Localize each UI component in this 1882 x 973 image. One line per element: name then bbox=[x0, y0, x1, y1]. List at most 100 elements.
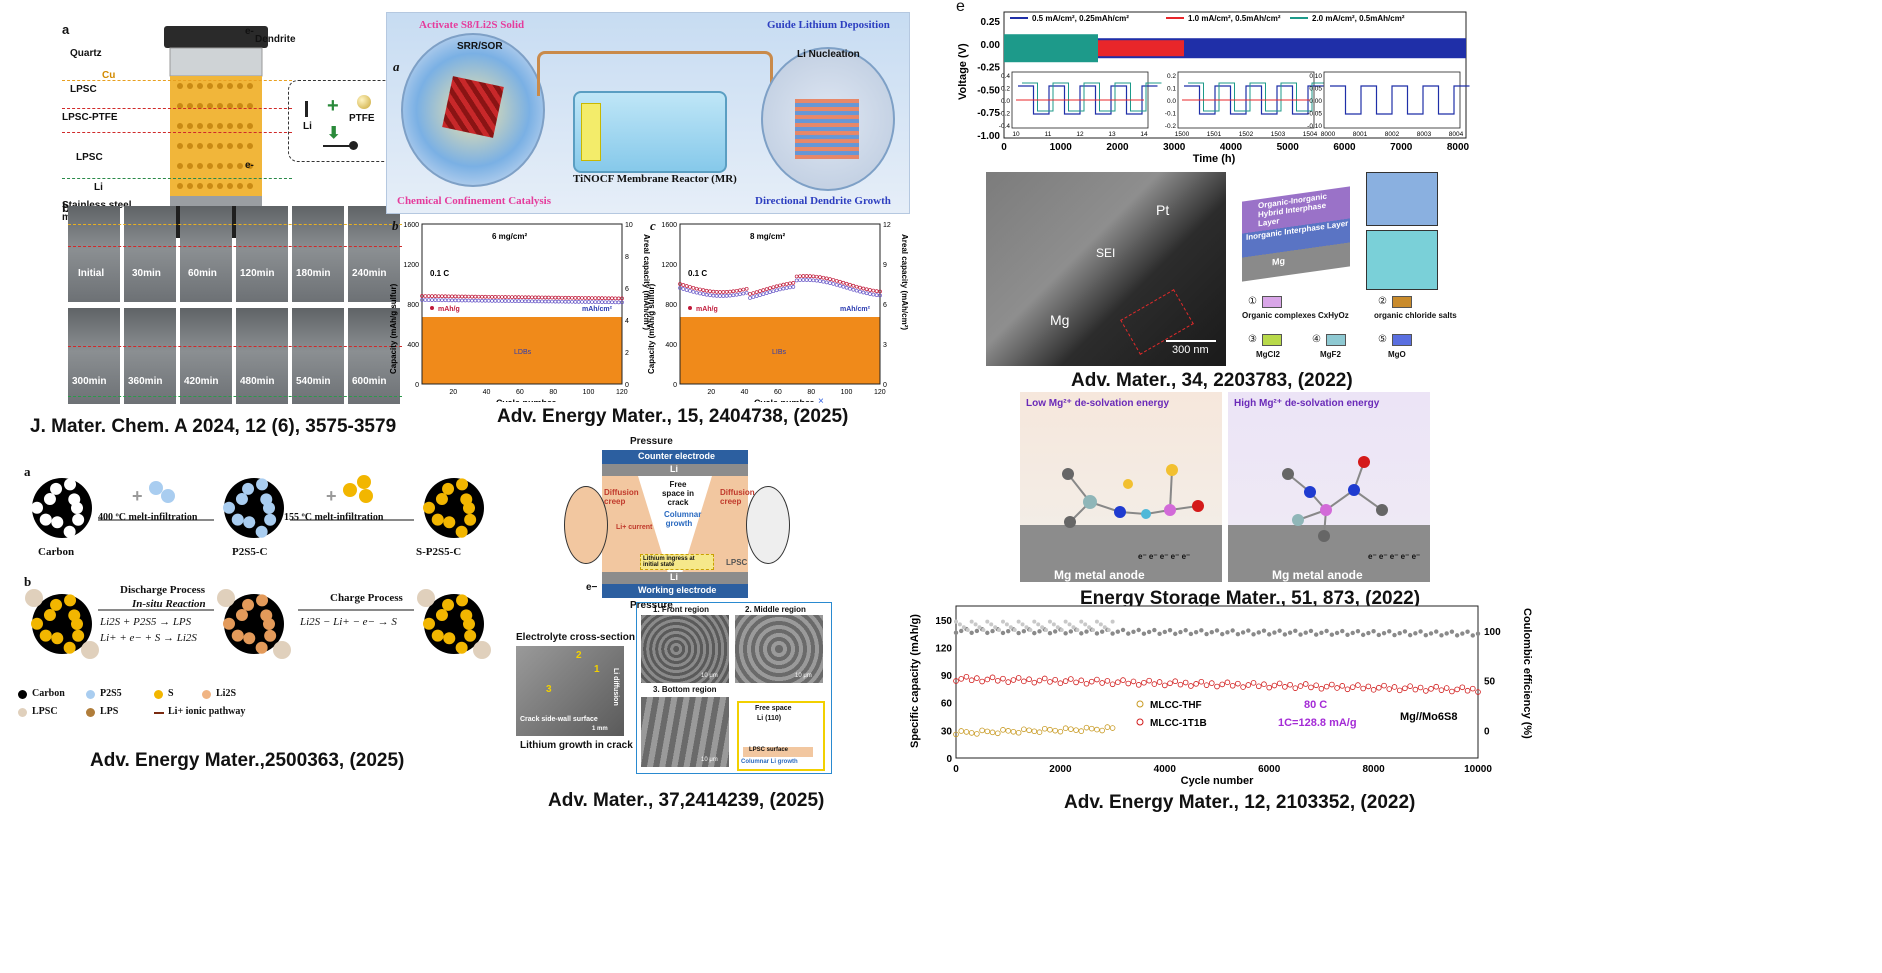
plot-frame bbox=[679, 223, 881, 385]
particle-grain bbox=[235, 609, 248, 622]
carbon-label: Carbon bbox=[38, 546, 75, 558]
capacity-point-1t1b bbox=[1360, 685, 1366, 692]
particle-grain bbox=[464, 513, 477, 526]
panel-3-figure: e 0.25 0.00 -0.25 -0.50 -0.75 -1.00 0 1000 2000 3… bbox=[952, 0, 1482, 175]
tem-image: Pt SEI Mg 300 nm bbox=[986, 172, 1226, 366]
capacity-point bbox=[808, 274, 812, 278]
y-tick-label: 1200 bbox=[661, 262, 677, 269]
capacity-point bbox=[781, 282, 786, 287]
capacity-point-1t1b bbox=[1245, 682, 1252, 688]
legend-thf: MLCC-THF bbox=[1150, 700, 1202, 711]
particle-grain bbox=[456, 594, 469, 607]
inset-x-tick: 8002 bbox=[1385, 131, 1400, 138]
areal-point bbox=[734, 292, 739, 297]
ce-point bbox=[1261, 628, 1267, 633]
capacity-point-thf bbox=[1010, 728, 1017, 735]
capacity-point-thf bbox=[1041, 725, 1048, 732]
capacity-point-1t1b bbox=[1172, 678, 1179, 685]
legend-swatch bbox=[1392, 334, 1412, 346]
circuit-wire bbox=[537, 51, 773, 96]
legend-number: ② bbox=[1378, 296, 1387, 307]
ce-point-thf bbox=[1110, 619, 1115, 624]
time-tile: 180min bbox=[292, 206, 344, 302]
particle-grain bbox=[31, 501, 44, 514]
pressure-top-label: Pressure bbox=[630, 436, 673, 447]
capacity-point-1t1b bbox=[1177, 681, 1184, 688]
legend-text: LPSC bbox=[32, 706, 58, 717]
areal-point bbox=[526, 299, 531, 304]
x-tick-label: 2000 bbox=[1106, 142, 1129, 153]
capacity-point bbox=[704, 288, 709, 293]
capacity-point-thf bbox=[979, 727, 985, 734]
inset-y-tick: -0.4 bbox=[999, 123, 1011, 130]
capacity-point bbox=[751, 291, 756, 295]
inset-y-tick: -0.2 bbox=[1165, 123, 1177, 130]
capacity-point-1t1b bbox=[1141, 679, 1147, 686]
time-label: 60min bbox=[188, 268, 217, 279]
areal-point bbox=[788, 285, 792, 290]
free-space-label: Free space in crack bbox=[661, 480, 694, 507]
areal-point bbox=[838, 283, 842, 288]
capacity-point-1t1b bbox=[1282, 684, 1288, 690]
capacity-point bbox=[606, 296, 611, 301]
particle-grain bbox=[51, 516, 64, 529]
free-space-2-label: Free space bbox=[755, 705, 792, 712]
legend-dot bbox=[154, 690, 163, 699]
ce-point-thf bbox=[1087, 625, 1092, 630]
x-tick-label: 0 bbox=[953, 764, 959, 775]
capacity-point-1t1b bbox=[1078, 677, 1085, 684]
ce-point bbox=[1324, 628, 1329, 634]
x-axis-label: Cycle number bbox=[1181, 775, 1254, 787]
capacity-point-thf bbox=[989, 729, 996, 736]
capacity-point bbox=[874, 289, 879, 293]
capacity-point-1t1b bbox=[1422, 688, 1429, 694]
capacity-point bbox=[794, 274, 799, 279]
panel-5-figure: Pressure Counter electrode Li Free space… bbox=[512, 432, 832, 782]
ce-point-thf bbox=[1040, 625, 1045, 630]
capacity-point bbox=[758, 289, 762, 293]
ce-point bbox=[1303, 630, 1308, 635]
capacity-point-thf bbox=[1036, 729, 1043, 736]
y-right-tick-label: 12 bbox=[883, 222, 891, 229]
ce-point-thf bbox=[977, 625, 982, 630]
areal-point bbox=[593, 300, 598, 304]
capacity-point-1t1b bbox=[963, 673, 970, 680]
li-ptfe-ball-icon bbox=[349, 141, 358, 150]
x-tick-label: 60 bbox=[516, 389, 524, 396]
rate-label: 0.1 C bbox=[430, 269, 449, 278]
areal-point bbox=[784, 286, 789, 290]
capacity-point bbox=[566, 295, 571, 300]
ce-point bbox=[959, 628, 964, 634]
inset-x-tick: 10 bbox=[1012, 131, 1020, 138]
inset-x-tick: 13 bbox=[1108, 131, 1116, 138]
legend-dot bbox=[86, 708, 95, 717]
ce-point bbox=[969, 630, 974, 635]
ce-point bbox=[1193, 629, 1199, 635]
time-label: 600min bbox=[352, 376, 387, 387]
xsec-label: Electrolyte cross-section bbox=[516, 632, 635, 643]
capacity-point-1t1b bbox=[1318, 685, 1325, 692]
capacity-point bbox=[748, 292, 752, 296]
areal-point bbox=[493, 299, 498, 303]
capacity-point bbox=[550, 295, 554, 300]
capacity-point-1t1b bbox=[1000, 675, 1006, 682]
capacity-point-1t1b bbox=[1323, 683, 1330, 690]
cell-label: LDBs bbox=[514, 349, 532, 356]
li-bottom-label: Li bbox=[670, 572, 678, 582]
time-label: Initial bbox=[78, 268, 105, 279]
zoom-inset-top bbox=[1366, 172, 1438, 226]
capacity-point-1t1b bbox=[1083, 680, 1090, 687]
capacity-point bbox=[483, 294, 488, 299]
ce-point bbox=[1021, 629, 1027, 634]
areal-point bbox=[506, 299, 511, 303]
capacity-point-thf bbox=[1104, 724, 1111, 730]
areal-point bbox=[754, 294, 759, 298]
ce-point bbox=[1246, 628, 1251, 633]
anode-label-right: Mg metal anode bbox=[1272, 568, 1363, 582]
ce-point-thf bbox=[1047, 619, 1052, 624]
capacity-point bbox=[610, 296, 614, 301]
capacity-point bbox=[563, 295, 568, 300]
capacity-point-1t1b bbox=[1026, 676, 1032, 683]
areal-point bbox=[771, 289, 776, 294]
capacity-point-1t1b bbox=[979, 678, 985, 685]
